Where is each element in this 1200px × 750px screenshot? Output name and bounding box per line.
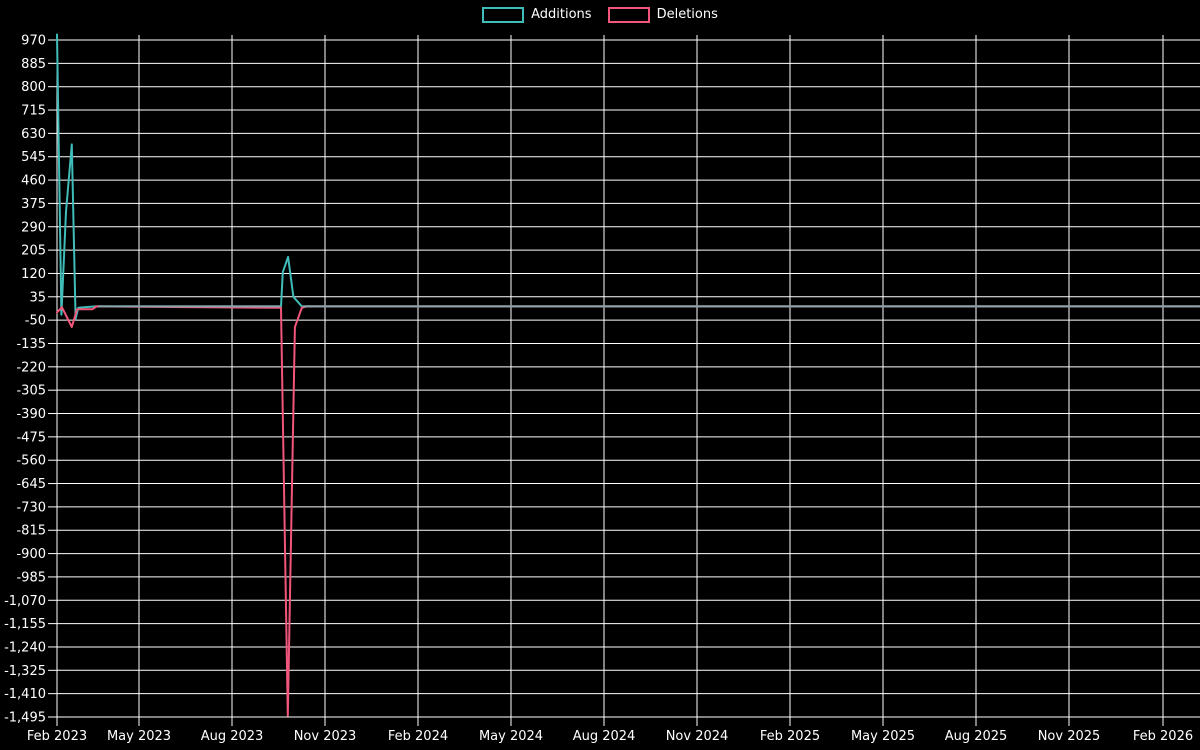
y-axis-tick-label: -50 — [25, 314, 46, 329]
y-axis-tick-label: 715 — [21, 104, 46, 119]
y-axis-tick-label: 630 — [21, 127, 46, 142]
x-axis-tick-label: Nov 2023 — [294, 729, 357, 744]
x-axis-tick-label: Feb 2023 — [27, 729, 87, 744]
x-axis-tick-label: Aug 2024 — [573, 729, 636, 744]
y-axis-tick-label: 120 — [21, 267, 46, 282]
y-axis-tick-label: -1,410 — [4, 687, 46, 702]
y-axis-tick-label: -305 — [16, 384, 46, 399]
y-axis-tick-label: -645 — [16, 477, 46, 492]
y-axis-tick-label: -475 — [16, 430, 46, 445]
y-axis-tick-label: -135 — [16, 337, 46, 352]
y-axis-tick-label: -1,240 — [4, 640, 46, 655]
chart-legend: Additions Deletions — [0, 7, 1200, 23]
x-axis-tick-label: Feb 2024 — [388, 729, 448, 744]
x-axis-tick-label: May 2023 — [107, 729, 171, 744]
y-axis-tick-label: -900 — [16, 547, 46, 562]
y-axis-tick-label: 970 — [21, 34, 46, 49]
x-axis-tick-label: Aug 2023 — [201, 729, 264, 744]
y-axis-tick-label: -1,325 — [4, 664, 46, 679]
legend-item-deletions[interactable]: Deletions — [607, 7, 718, 23]
y-axis-tick-label: -1,070 — [4, 594, 46, 609]
y-axis-tick-label: -1,155 — [4, 617, 46, 632]
y-axis-tick-label: 290 — [21, 220, 46, 235]
x-axis-tick-label: Feb 2025 — [760, 729, 820, 744]
y-axis-tick-label: -560 — [16, 454, 46, 469]
y-axis-tick-label: -815 — [16, 524, 46, 539]
y-axis-tick-label: 545 — [21, 150, 46, 165]
deletions-swatch-icon — [607, 7, 650, 23]
deletions-legend-label: Deletions — [656, 7, 718, 22]
x-axis-tick-label: May 2024 — [479, 729, 543, 744]
legend-item-additions[interactable]: Additions — [482, 7, 592, 23]
series-line-additions — [56, 33, 1200, 320]
series-line-deletions — [56, 305, 1200, 717]
y-axis-tick-label: -220 — [16, 360, 46, 375]
y-axis-tick-label: 800 — [21, 80, 46, 95]
y-axis-tick-label: 35 — [29, 290, 46, 305]
x-axis-tick-label: May 2025 — [851, 729, 915, 744]
additions-legend-label: Additions — [531, 7, 592, 22]
y-axis-tick-label: -730 — [16, 500, 46, 515]
additions-swatch-icon — [482, 7, 525, 23]
y-axis-tick-label: -985 — [16, 570, 46, 585]
y-axis-tick-label: -1,495 — [4, 711, 46, 726]
x-axis-tick-label: Aug 2025 — [945, 729, 1008, 744]
y-axis-tick-label: 460 — [21, 174, 46, 189]
x-axis-tick-label: Feb 2026 — [1133, 729, 1193, 744]
y-axis-tick-label: 885 — [21, 57, 46, 72]
y-axis-tick-label: 205 — [21, 244, 46, 259]
y-axis-tick-label: 375 — [21, 197, 46, 212]
y-axis-tick-label: -390 — [16, 407, 46, 422]
x-axis-tick-label: Nov 2025 — [1038, 729, 1101, 744]
x-axis-tick-label: Nov 2024 — [666, 729, 729, 744]
